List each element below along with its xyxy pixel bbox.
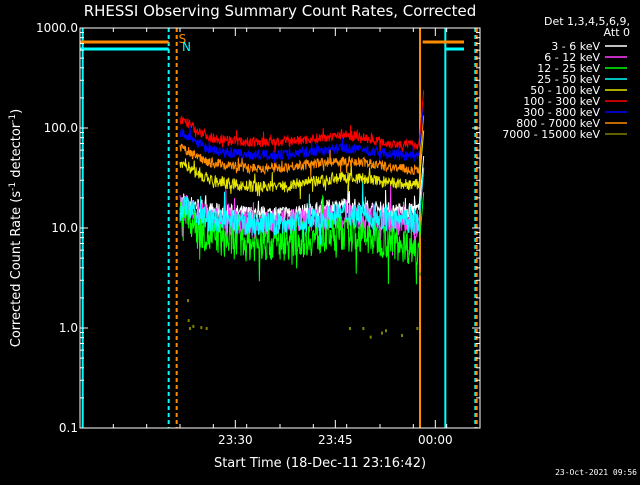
series-point [349, 327, 351, 330]
y-tick-label: 1.0 [59, 321, 78, 335]
legend-label: 300 - 800 keV [523, 106, 600, 119]
series-point [362, 327, 365, 330]
series-point [401, 334, 403, 338]
series-point [381, 331, 383, 335]
series-point [205, 327, 208, 330]
y-tick-label: 0.1 [59, 421, 78, 435]
series-point [187, 319, 190, 323]
legend-label: 7000 - 15000 keV [502, 128, 600, 141]
chart-title: RHESSI Observing Summary Count Rates, Co… [84, 2, 477, 20]
y-tick-label: 10.0 [51, 221, 78, 235]
legend-label: 25 - 50 keV [537, 73, 600, 86]
series-line [179, 90, 425, 154]
legend-label: 800 - 7000 keV [516, 117, 600, 130]
flag-label-s: S [179, 32, 187, 46]
y-tick-label: 100.0 [44, 121, 78, 135]
legend-label: 50 - 100 keV [530, 84, 600, 97]
y-tick-label: 1000.0 [36, 21, 78, 35]
series-point [187, 299, 189, 303]
axes: 0.1 1.0 10.0 100.0 1000.0 23:30 23:45 00:00 [36, 21, 481, 447]
x-tick-label: 00:00 [418, 433, 453, 447]
series-point [416, 327, 419, 330]
legend-label: 100 - 300 keV [523, 95, 600, 108]
x-tick-label: 23:30 [218, 433, 253, 447]
series-point [200, 326, 203, 330]
x-tick-label: 23:45 [318, 433, 353, 447]
legend-label: 3 - 6 keV [551, 40, 600, 53]
series-line [179, 167, 425, 245]
series-line [179, 192, 425, 285]
series-point [369, 335, 372, 339]
series-line [179, 130, 425, 200]
legend-label: 12 - 25 keV [537, 62, 600, 75]
legend-header: Att 0 [604, 26, 630, 39]
series-point [189, 327, 191, 330]
series-line [179, 101, 425, 164]
flag-label-n: N [182, 40, 191, 54]
legend-label: 6 - 12 keV [544, 51, 600, 64]
timestamp: 23-Oct-2021 09:56 [555, 468, 637, 477]
x-axis-label: Start Time (18-Dec-11 23:16:42) [214, 456, 426, 471]
legend-header: Det 1,3,4,5,6,9, [544, 15, 630, 28]
y-axis-label: Corrected Count Rate (s-1 detector-1) [8, 109, 24, 347]
series-point [192, 324, 195, 328]
series-point [385, 329, 387, 333]
series-line [179, 115, 425, 178]
plot-area: SN [80, 28, 478, 428]
series-point [419, 272, 421, 276]
